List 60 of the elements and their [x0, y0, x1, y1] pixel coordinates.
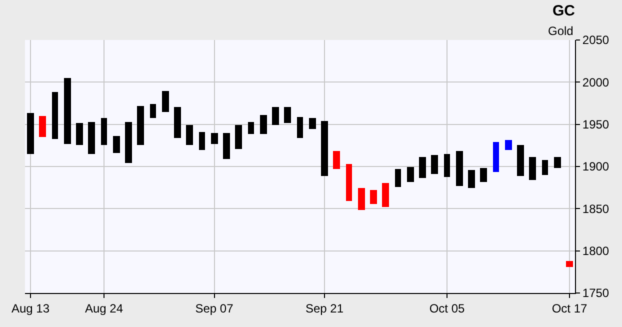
bar [52, 92, 58, 139]
y-tick-label: 2000 [582, 75, 610, 90]
bar [529, 157, 536, 180]
bar [248, 122, 254, 134]
bar [346, 164, 352, 201]
x-tick-label: Sep 21 [305, 301, 344, 316]
y-tick-label: 1950 [582, 118, 610, 132]
bar [27, 113, 34, 154]
x-tick-label: Sep 07 [195, 301, 234, 316]
bar [382, 183, 389, 207]
y-tick-label: 1850 [582, 202, 610, 216]
bar [162, 91, 169, 112]
bar [186, 125, 193, 145]
bar [101, 118, 107, 145]
bar [554, 157, 561, 168]
bar [284, 107, 291, 123]
x-tick-label: Aug 13 [11, 301, 50, 316]
bar [395, 169, 401, 187]
y-tick-label: 1800 [582, 244, 610, 258]
bar [456, 151, 463, 186]
bar [419, 157, 426, 178]
bar [64, 78, 71, 144]
bar [223, 133, 230, 159]
y-tick-label: 1750 [582, 286, 610, 300]
bar [260, 115, 267, 134]
bar [444, 154, 450, 177]
bar [431, 155, 438, 174]
y-tick-label: 2050 [582, 33, 610, 48]
bar [309, 118, 316, 129]
bar [272, 107, 279, 125]
bar [39, 116, 46, 137]
bar [358, 188, 365, 210]
bar [542, 160, 548, 175]
bar [468, 170, 475, 188]
chart-subtitle: Gold [548, 24, 574, 38]
bar [88, 122, 95, 154]
bar [407, 167, 414, 182]
bar [76, 123, 83, 145]
x-tick-label: Oct 05 [429, 301, 465, 316]
bar [566, 261, 573, 267]
bar [235, 125, 242, 149]
chart-title: GC [552, 2, 576, 20]
bar [113, 136, 120, 153]
y-tick-label: 1900 [582, 160, 610, 174]
bar [480, 168, 487, 182]
bar [333, 151, 340, 169]
bar [199, 132, 205, 150]
bar [505, 140, 512, 150]
bar [493, 142, 499, 172]
bar [517, 145, 524, 176]
bar [211, 133, 218, 144]
bar [321, 121, 328, 176]
bar [125, 122, 132, 163]
bar [174, 107, 181, 138]
bar [297, 117, 303, 138]
bar [137, 106, 144, 145]
bar [150, 104, 156, 118]
x-tick-label: Oct 17 [552, 301, 588, 316]
x-tick-label: Aug 24 [84, 301, 124, 316]
bar [370, 190, 377, 204]
